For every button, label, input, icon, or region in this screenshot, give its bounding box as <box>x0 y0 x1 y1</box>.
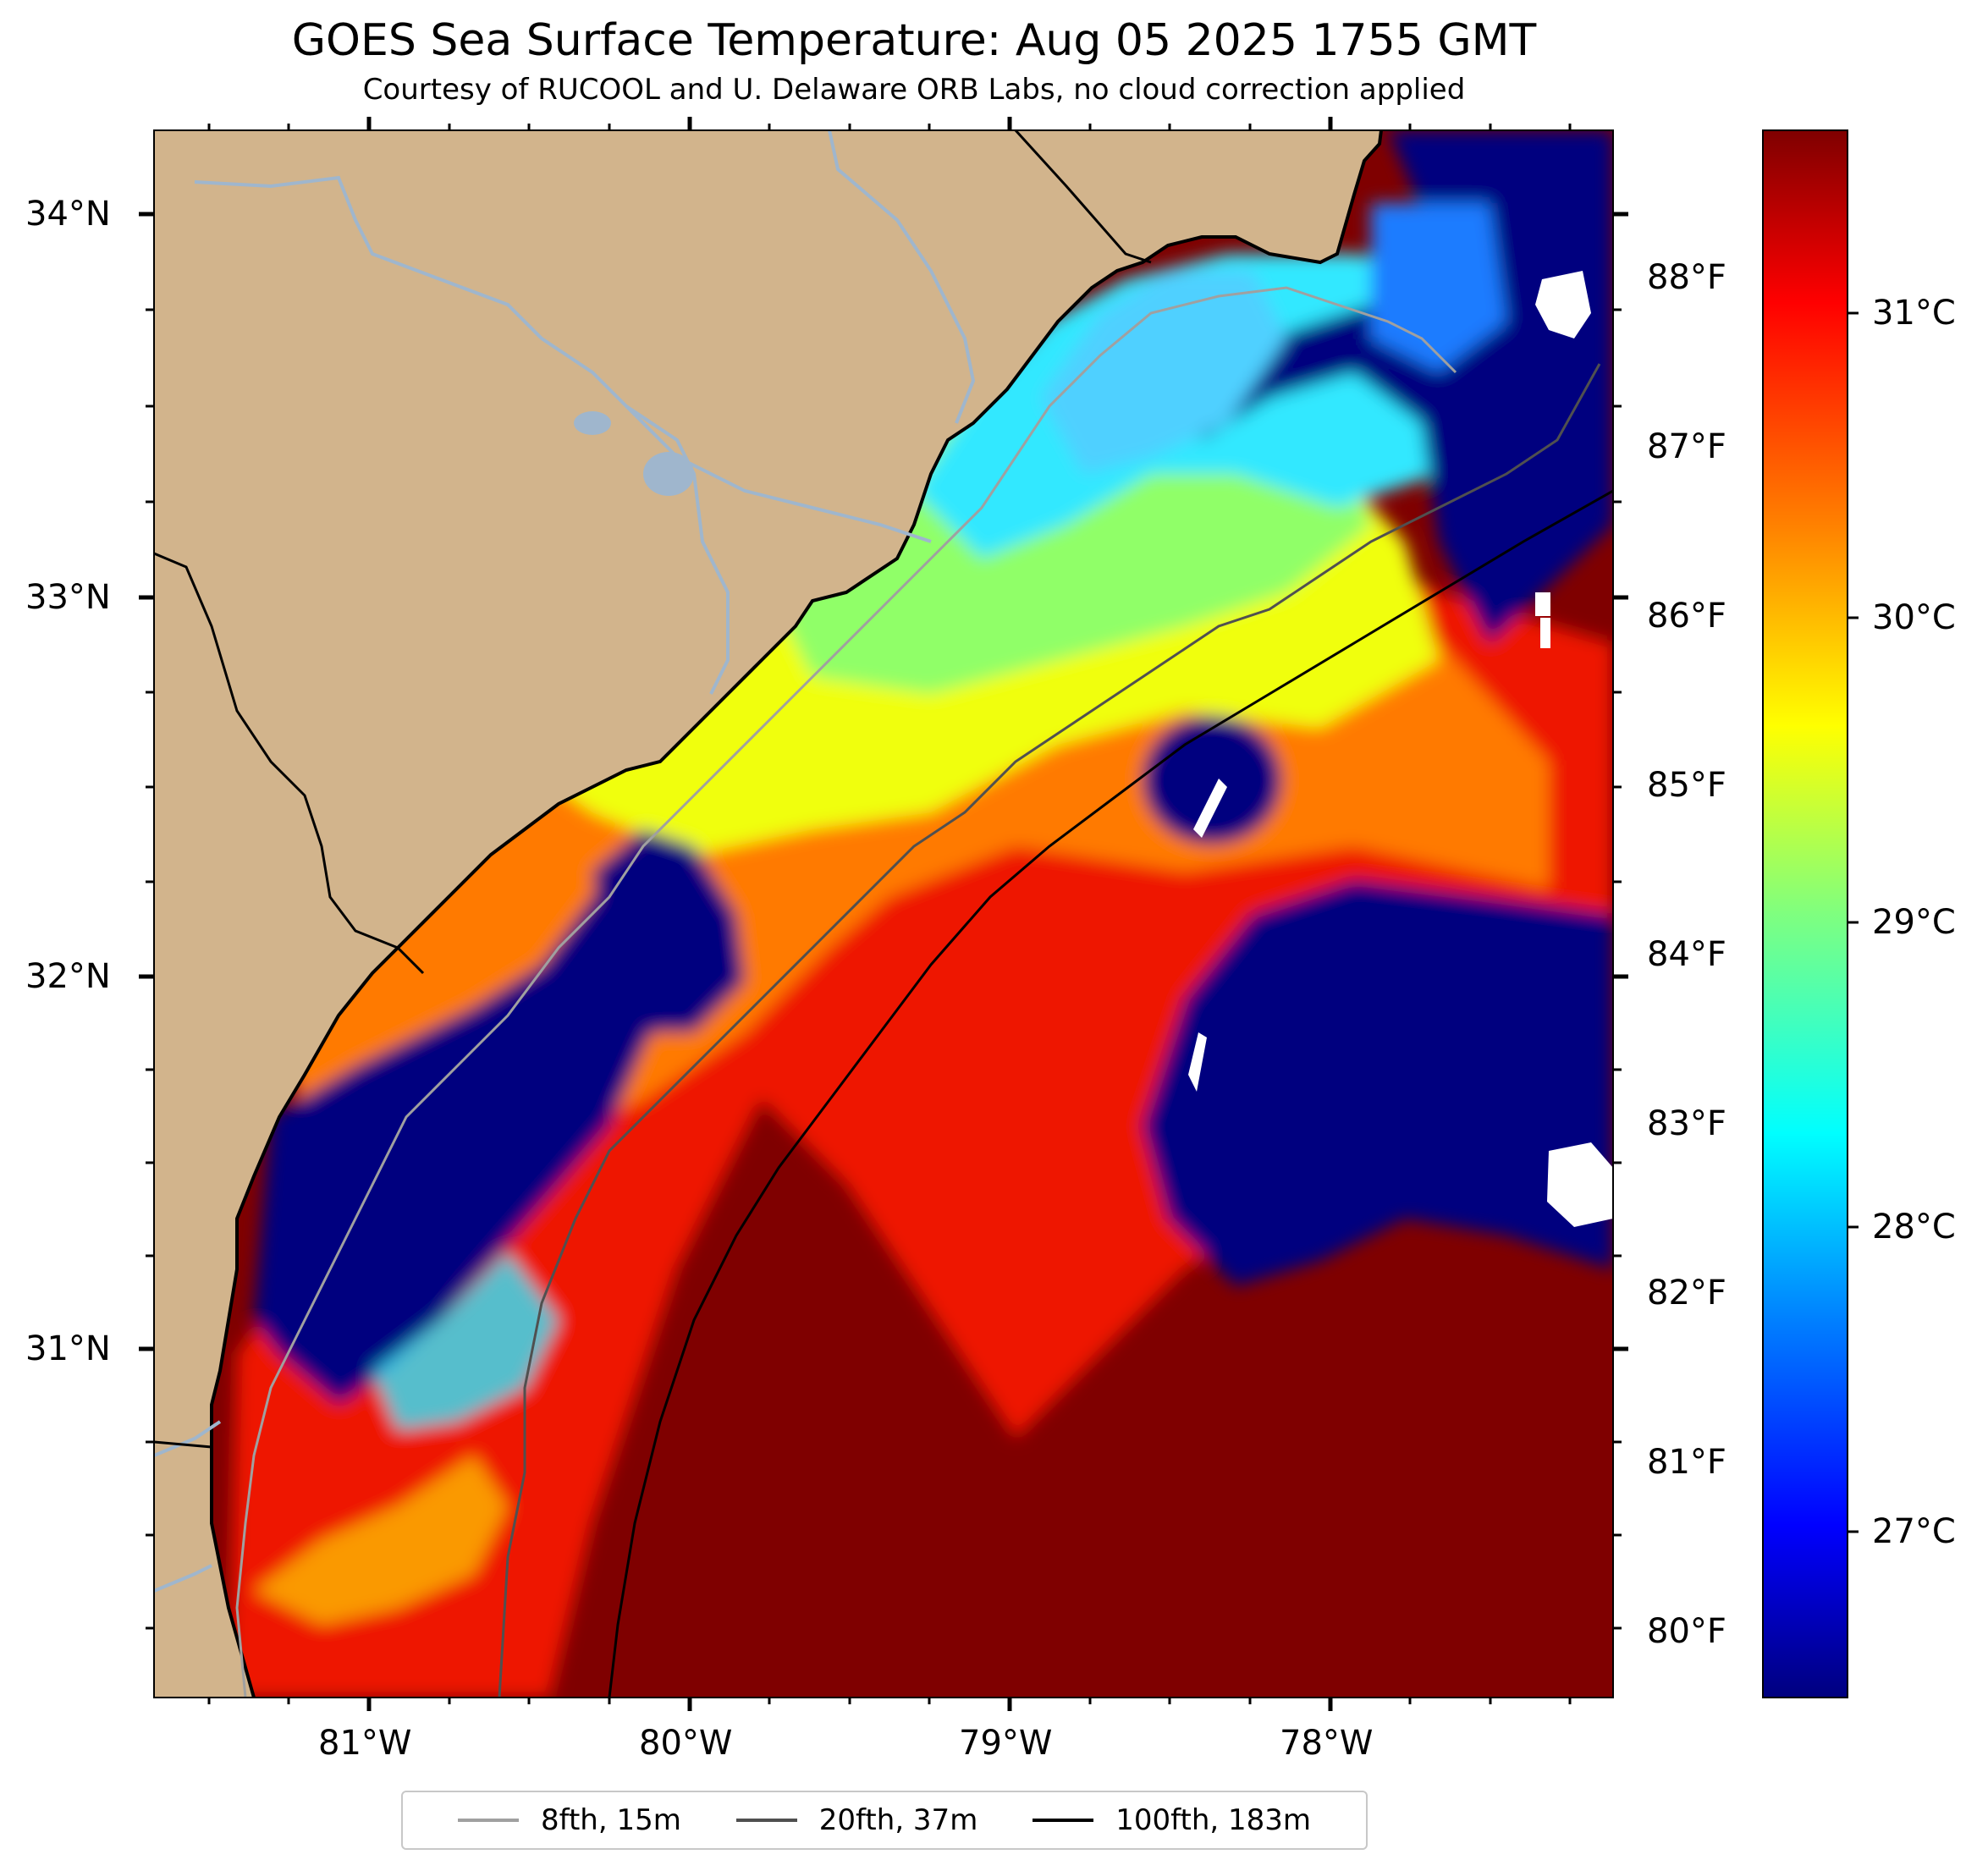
land-mass <box>154 130 1381 1698</box>
legend-label-100fth: 100fth, 183m <box>1115 1803 1312 1837</box>
c-label-27: 27°C <box>1872 1512 1956 1551</box>
sst-inshore-cold <box>254 846 702 1405</box>
figure-title: GOES Sea Surface Temperature: Aug 05 202… <box>291 15 1537 66</box>
lon-label-81w: 81°W <box>318 1724 412 1763</box>
f-label-88: 88°F <box>1647 258 1726 297</box>
lon-label-80w: 80°W <box>639 1724 733 1763</box>
contour-100fth <box>608 489 1613 1698</box>
legend-item-100fth: 100fth, 183m <box>1033 1803 1311 1837</box>
lake-moultrie <box>574 411 611 435</box>
lat-label-33n: 33°N <box>25 578 111 617</box>
axis-ticks <box>139 117 1628 1711</box>
f-label-86: 86°F <box>1647 597 1726 636</box>
sst-sw-yellow <box>254 1456 508 1625</box>
map-frame <box>153 129 1614 1698</box>
legend-swatch-8fth <box>457 1819 519 1822</box>
c-label-31: 31°C <box>1872 294 1956 333</box>
f-label-85: 85°F <box>1647 766 1726 805</box>
contour-20fth <box>498 363 1601 1698</box>
lat-label-31n: 31°N <box>25 1329 111 1368</box>
contour-legend: 8fth, 15m 20fth, 37m 100fth, 183m <box>401 1791 1368 1850</box>
legend-swatch-100fth <box>1033 1819 1094 1822</box>
c-label-30: 30°C <box>1872 598 1956 637</box>
lat-label-32n: 32°N <box>25 957 111 996</box>
sst-nw-cyan <box>1041 271 1286 474</box>
sst-inshore-cold-2 <box>592 829 745 1032</box>
f-label-87: 87°F <box>1647 427 1726 466</box>
lon-label-79w: 79°W <box>959 1724 1053 1763</box>
lake-marion <box>643 452 694 496</box>
f-label-84: 84°F <box>1647 935 1726 974</box>
f-label-82: 82°F <box>1647 1274 1726 1312</box>
colorbar <box>1762 129 1848 1698</box>
lon-label-78w: 78°W <box>1280 1724 1374 1763</box>
figure-subtitle: Courtesy of RUCOOL and U. Delaware ORB L… <box>362 73 1466 107</box>
legend-swatch-20fth <box>735 1819 797 1822</box>
legend-item-20fth: 20fth, 37m <box>735 1803 978 1837</box>
lat-label-34n: 34°N <box>25 195 111 234</box>
sst-east-eddy <box>1143 880 1613 1286</box>
c-label-28: 28°C <box>1872 1208 1956 1246</box>
legend-item-8fth: 8fth, 15m <box>457 1803 681 1837</box>
legend-label-8fth: 8fth, 15m <box>540 1803 681 1837</box>
contour-8fth <box>235 286 1457 1698</box>
sst-cold-eddy-round <box>1143 716 1281 845</box>
sst-south-cyan <box>372 1252 559 1430</box>
f-label-83: 83°F <box>1647 1104 1726 1143</box>
c-label-29: 29°C <box>1872 903 1956 942</box>
f-label-81: 81°F <box>1647 1443 1726 1482</box>
rivers <box>154 130 976 1593</box>
legend-label-20fth: 20fth, 37m <box>818 1803 978 1837</box>
colorbar-ticks <box>1848 311 1859 1533</box>
f-label-80: 80°F <box>1647 1612 1726 1651</box>
coastline <box>210 130 1383 1698</box>
state-boundaries <box>154 130 1152 1449</box>
sst-ne-cool <box>1185 130 1613 643</box>
no-data-patches <box>1188 271 1613 1227</box>
